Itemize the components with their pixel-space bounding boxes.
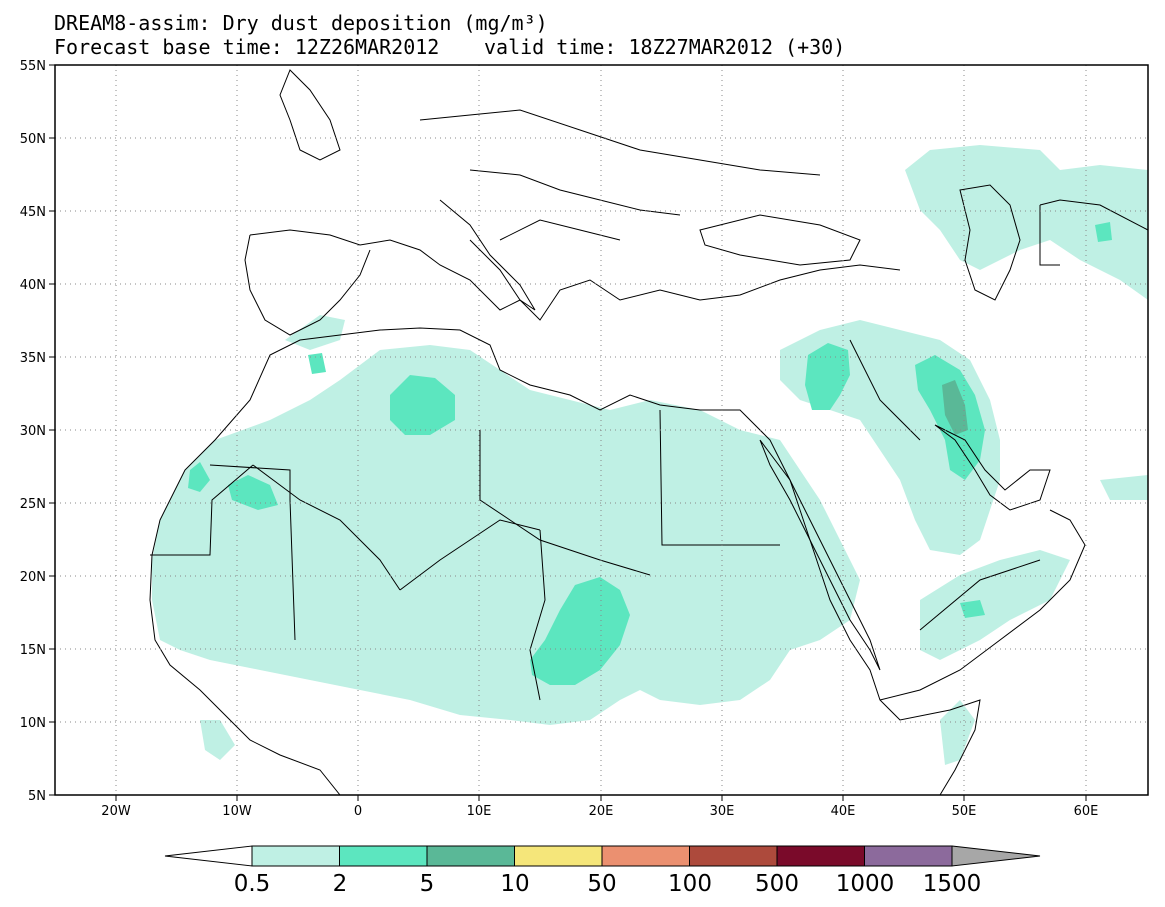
lon-label: 20W: [101, 804, 131, 819]
lon-label: 60E: [1074, 804, 1099, 819]
lat-lon-gridlines: [55, 65, 1148, 795]
colorbar-label: 100: [668, 871, 712, 897]
dust-region-oman: [920, 550, 1070, 660]
italy-coast: [439, 199, 536, 311]
border-14: [499, 219, 621, 241]
valid-time: valid time: 18Z27MAR2012 (+30): [484, 35, 846, 59]
dust-core-morocco: [308, 353, 326, 374]
colorbar-label: 1500: [923, 871, 982, 897]
axis-ticks: [49, 64, 1087, 801]
border-2: [529, 529, 546, 701]
border-11: [1039, 205, 1060, 266]
lat-label: 5N: [28, 789, 46, 804]
colorbar-label: 1000: [836, 871, 895, 897]
colorbar-label: 500: [755, 871, 799, 897]
colorbar-label: 2: [333, 871, 348, 897]
border-3: [659, 409, 780, 546]
longitude-labels: 20W 10W 0 10E 20E 30E 40E 50E 60E: [101, 804, 1098, 819]
border-7: [150, 464, 254, 556]
black-sea: [699, 214, 861, 266]
lon-label: 20E: [589, 804, 614, 819]
dust-core-mauritania: [228, 475, 278, 510]
colorbar-label: 0.5: [234, 871, 271, 897]
dust-region-horn: [940, 700, 975, 765]
lat-label: 10N: [20, 716, 46, 731]
border-12: [419, 109, 821, 176]
lat-label: 50N: [20, 132, 46, 147]
lat-label: 20N: [20, 570, 46, 585]
lon-label: 0: [354, 804, 362, 819]
dust-region-west-africa-south: [200, 720, 235, 760]
colorbar-label: 5: [420, 871, 435, 897]
dust-core-western-sahara: [188, 462, 210, 492]
colorbar: [164, 845, 1041, 867]
lat-label: 25N: [20, 497, 46, 512]
lon-label: 10W: [222, 804, 252, 819]
map-title: DREAM8-assim: Dry dust deposition (mg/m³…: [54, 11, 548, 35]
lon-label: 40E: [831, 804, 856, 819]
lon-label: 10E: [467, 804, 492, 819]
dust-region-caspian: [905, 145, 1148, 300]
colorbar-label: 50: [587, 871, 616, 897]
dust-core-oman: [960, 600, 985, 618]
colorbar-cell: [251, 845, 340, 867]
lon-label: 30E: [710, 804, 735, 819]
colorbar-labels: 0.5 2 5 10 50 100 500 1000 1500: [234, 871, 982, 897]
lon-label: 50E: [952, 804, 977, 819]
dust-level-5-shading: [942, 380, 968, 435]
arabia-south-coast: [879, 509, 1086, 701]
dust-core-algeria: [390, 375, 455, 435]
coastlines-and-borders: [149, 69, 1148, 795]
dust-core-aral: [1095, 222, 1112, 242]
latitude-labels: 55N 50N 45N 40N 35N 30N 25N 20N 15N 10N …: [20, 59, 46, 804]
west-africa-coast: [149, 554, 341, 795]
forecast-base-time: Forecast base time: 12Z26MAR2012: [54, 35, 440, 59]
dust-core-chad: [530, 577, 630, 685]
colorbar-cell: [339, 845, 428, 867]
border-8: [849, 339, 921, 441]
dust-core-syria: [805, 343, 850, 410]
dust-level-0.5-shading: [152, 145, 1148, 765]
iberia-coast: [244, 234, 371, 336]
lat-label: 55N: [20, 59, 46, 74]
colorbar-high-arrow: [951, 845, 1041, 867]
border-9: [919, 559, 1041, 631]
dust-peak-iraq: [942, 380, 968, 435]
border-13: [469, 169, 681, 216]
colorbar-cell: [601, 845, 690, 867]
border-10: [1039, 199, 1148, 231]
dust-region-sahara-west: [152, 345, 860, 725]
colorbar-label: 10: [500, 871, 529, 897]
border-5: [252, 464, 401, 591]
lat-label: 15N: [20, 643, 46, 658]
red-sea: [759, 439, 881, 671]
lat-label: 45N: [20, 205, 46, 220]
colorbar-cell: [864, 845, 953, 867]
colorbar-low-arrow: [164, 845, 253, 867]
colorbar-cell: [689, 845, 778, 867]
colorbar-cell: [514, 845, 603, 867]
caspian-sea: [959, 184, 1021, 301]
dust-region-gulf-east: [1100, 475, 1148, 500]
lat-label: 30N: [20, 424, 46, 439]
border-4: [399, 519, 541, 591]
europe-coastline: [249, 229, 901, 321]
uk-coast: [279, 69, 341, 161]
lat-label: 35N: [20, 351, 46, 366]
africa-coastline: [151, 327, 981, 795]
lat-label: 40N: [20, 278, 46, 293]
map-plot-area: [55, 65, 1148, 795]
persian-gulf: [934, 424, 1051, 511]
colorbar-cell: [426, 845, 515, 867]
colorbar-cell: [776, 845, 865, 867]
dust-region-maghreb-coast: [285, 315, 345, 350]
border-1: [479, 430, 651, 576]
